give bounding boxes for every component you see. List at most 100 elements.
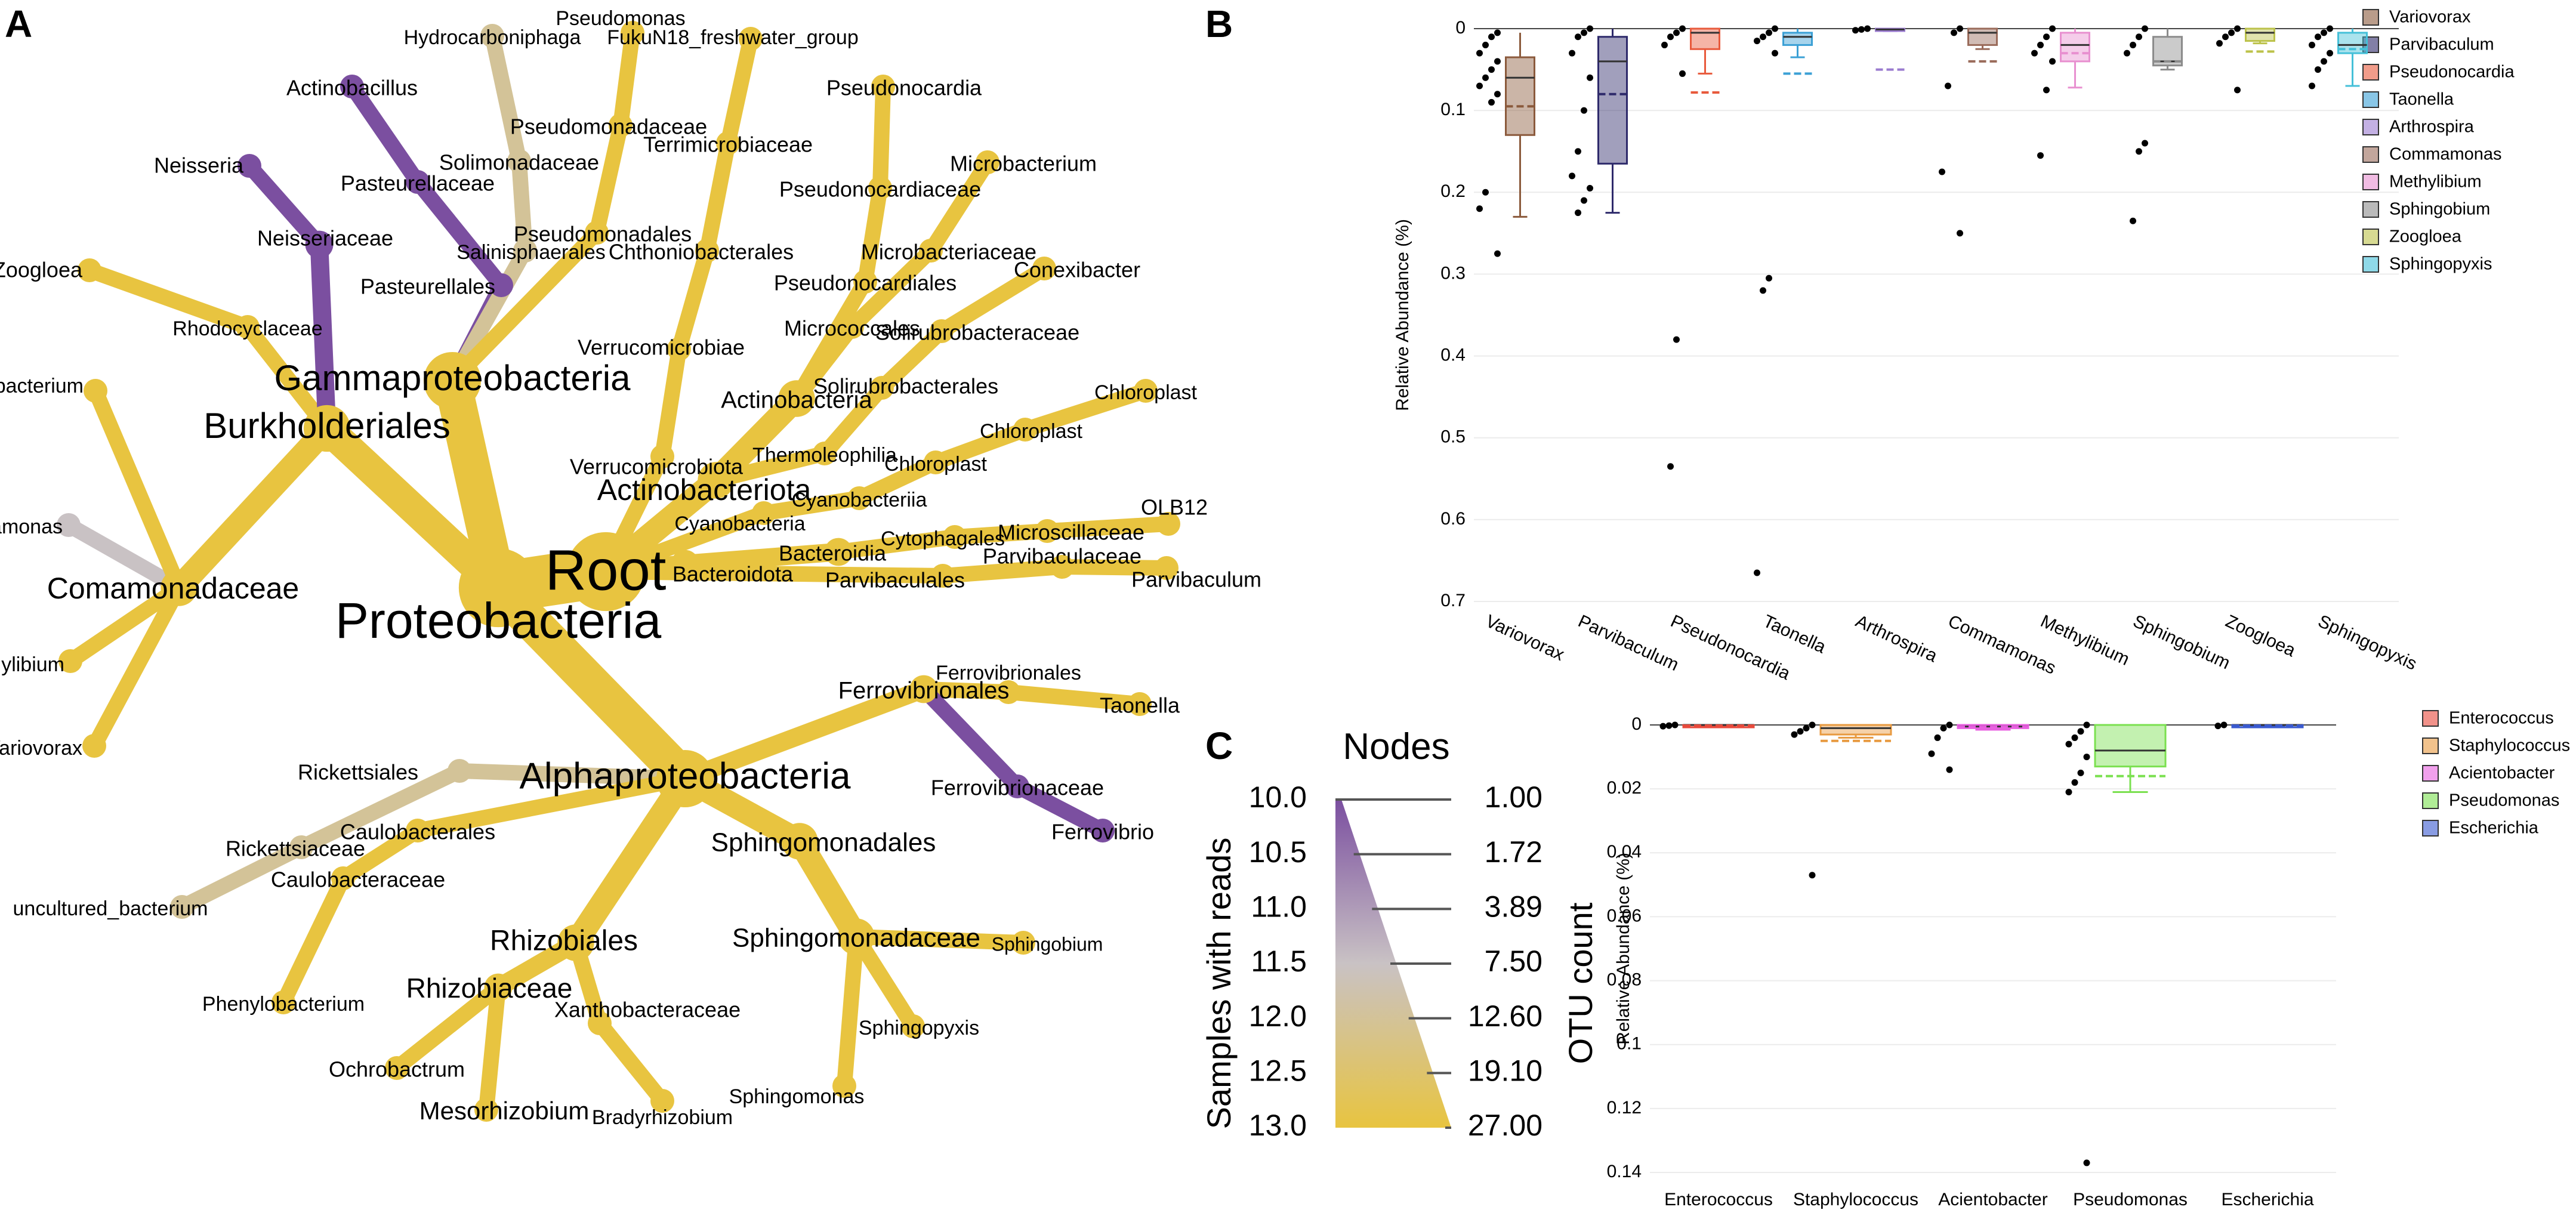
tree-label-cyanobacteriia: Cyanobacteriia [792,489,927,511]
y-axis-label: Relative Abundance (%) [1393,219,1412,411]
point-arthrospira-1 [1858,26,1865,33]
point-methylibium-4 [2049,58,2056,65]
tree-edge-burk-neissfam [310,235,337,438]
tree-label-bacteroidota: Bacteroidota [672,562,794,587]
tree-edge-gamma-pseudomonadales [445,225,604,388]
xtick-label-sphingopyxis: Sphingopyxis [2315,611,2420,674]
point-taonella-6 [1760,287,1766,294]
tree-node-microbacterium [976,150,999,174]
tree-label-comafam: Comamonadaceae [47,572,300,605]
legend-swatch-pseudomonas [2422,792,2439,809]
point-zoogloea-1 [2228,29,2235,36]
tree-node-comafam [161,569,198,606]
tree-node-microbacteriaceae [919,239,943,263]
point-pseudonocardia-0 [1679,25,1686,32]
tree-label-microbacterium: Microbacterium [950,152,1097,176]
tree-node-ferrovibrio [1091,819,1115,842]
tree-label-bradyrhizobium: Bradyrhizobium [592,1106,733,1129]
tree-edge-pseudomonadales-pseudomonadaceae [589,118,628,240]
box-body-methylibium [2060,32,2090,63]
tree-node-burk [303,405,351,452]
tree-label-pasteurales: Pasteurellales [360,274,495,299]
tree-node-bradyrhizobium [650,1089,674,1113]
tree-label-rhizobiaceae: Rhizobiaceae [406,973,573,1004]
legend-label-zoogloea: Zoogloea [2389,227,2462,246]
point-sphingopyxis-3 [2309,41,2315,48]
point-parvibaculum-8 [1587,184,1593,192]
point-sphingobium-0 [2142,25,2148,32]
tree-label-pseudomonas: Pseudomonas [556,7,685,30]
box-body-taonella [1782,32,1813,46]
legend-swatch-zoogloea [2362,229,2379,245]
legend-swatch-taonella [2362,91,2379,108]
tree-label-rickettsiales: Rickettsiales [298,760,418,785]
legend-otu-tick-6: 27.00 [1468,1109,1542,1142]
tree-label-chloroplast1: Chloroplast [884,453,988,476]
point-parvibaculum-5 [1581,107,1587,114]
ytick-label-5: 0.5 [1440,427,1466,447]
legend-label-commamonas: Commamonas [2389,145,2502,164]
tree-node-cyanobacteriia [847,486,871,510]
box-pseudonocardia [1661,25,1720,470]
tree-node-conexibacter [1032,257,1056,280]
tree-label-thermoleophilia: Thermoleophilia [752,444,897,467]
tree-label-caulobacterales: Caulobacterales [340,820,495,844]
legend-label-taonella: Taonella [2389,90,2454,109]
tree-edge-ferrovibrionales2-taonella [1001,684,1147,712]
tree-node-zoogloea [78,258,101,282]
xtick-label-escherichia: Escherichia [2221,1190,2313,1209]
legend-reads-tick-1: 10.5 [1249,835,1307,869]
tree-node-ferrovibrionales2 [997,680,1020,704]
point-sphingopyxis-6 [2315,66,2321,73]
tree-edge-parvibaculales-parvibaculaceae [935,559,1070,584]
legend-otu-tick-1: 1.72 [1485,835,1542,869]
box-methylibium [2031,25,2090,159]
tree-label-mesorhizobium: Mesorhizobium [419,1097,590,1125]
legend-swatch-sphingopyxis [2362,256,2379,273]
box-zoogloea [2216,25,2275,94]
point-parvibaculum-0 [1587,25,1593,32]
point-methylibium-5 [2043,87,2050,94]
tree-edge-comafam-comamonas [61,517,187,595]
tree-node-pseudomonadales [585,221,609,245]
point-taonella-3 [1754,38,1760,45]
point-sphingopyxis-0 [2327,25,2333,32]
box-body-staphylococcus [1819,724,1892,736]
tree-label-neissfam: Neisseriaceae [257,226,393,251]
point-escherichia-1 [2214,723,2222,730]
tree-node-terrimicro [716,131,740,155]
tree-label-parvibaculales: Parvibaculales [825,568,965,592]
tree-node-pseudonocardiales [853,270,877,294]
point-pseudomonas-8 [2083,1159,2090,1166]
box-sphingobium [2124,25,2183,224]
box-sphingopyxis [2309,25,2368,89]
legend-swatch-variovorax [2362,9,2379,26]
tree-label-verrucomicrobiota: Verrucomicrobiota [570,455,744,479]
tree-label-variovorax: Variovorax [0,737,82,760]
tree-node-sphingomonas [832,1074,856,1098]
tree-edge-microbacteriaceae-microbacterium [923,155,995,258]
tree-node-chthonio [695,239,719,263]
tree-edge-cytophagales-microscillaceae [947,523,1055,545]
box-variovorax [1476,29,1535,257]
tree-edge-pseudomonadaceae-pseudomonas [613,25,640,133]
point-taonella-0 [1772,25,1778,32]
point-variovorax-9 [1488,98,1495,106]
tree-label-sphingopyxis: Sphingopyxis [859,1017,979,1039]
ytick-label-0: 0 [1455,18,1466,38]
tree-node-parvibaculum [1155,556,1179,580]
tree-node-uncultured [170,895,194,919]
box-body-pseudonocardia [1690,27,1720,50]
point-variovorax-2 [1482,41,1489,48]
tree-node-variovorax [82,734,106,758]
legend-reads-tick-4: 12.0 [1249,999,1307,1033]
point-arthrospira-2 [1852,27,1859,34]
tree-node-caulobacterales [406,819,430,842]
tree-label-comamonas: Comamonas [0,516,63,538]
tree-edge-ferrovibrionales-ferrovibrionales2 [916,681,1016,700]
legend-label-pseudomonas: Pseudomonas [2449,791,2559,810]
tree-node-phenylobacterium [272,990,295,1014]
point-acientobacter-1 [1940,724,1947,732]
tree-node-pseudonocardia [871,75,895,98]
